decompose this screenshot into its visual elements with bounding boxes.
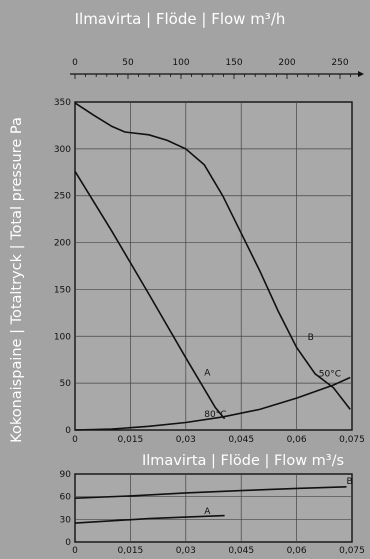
main-plot-frame (74, 101, 353, 431)
sub-y-tick-label: 0 (65, 538, 71, 548)
sub-x-tick-label: 0,06 (287, 546, 307, 556)
main-series-b-line (74, 102, 351, 410)
main-y-tick-label: 350 (54, 98, 71, 108)
main-x-tick-label: 0 (72, 435, 78, 445)
y-axis-title: Kokonaispaine | Totaltryck | Total press… (9, 117, 25, 443)
main-y-tick-label: 150 (54, 285, 71, 295)
x-axis-title: Ilmavirta | Flöde | Flow m³/s (142, 453, 344, 469)
main-x-tick-label: 0,03 (176, 435, 196, 445)
main-annotation-50-c: 50°C (319, 370, 341, 380)
pressure-flow-chart: 0 0,015 0,03 0,045 0,06 0,075 0 50 100 150 200 250 3… (54, 98, 365, 445)
power-flow-chart: 0 0,015 0,03 0,045 0,06 0,075 0 30 60 90 B A (60, 470, 365, 556)
top-axis-tick-label: 200 (278, 58, 295, 68)
sub-series-a-line (74, 514, 225, 524)
sub-y-tick-label: 60 (60, 493, 72, 503)
sub-series-b-line (74, 486, 347, 499)
main-series-system-line (74, 376, 351, 431)
top-axis-arrow-icon (358, 71, 364, 77)
main-y-tick-label: 250 (54, 192, 71, 202)
top-axis-tick-label: 0 (72, 58, 78, 68)
sub-annotation-b: B (346, 477, 352, 487)
main-y-tick-label: 50 (60, 379, 72, 389)
sub-y-tick-label: 30 (60, 515, 72, 525)
sub-plot-frame (74, 473, 353, 543)
top-flow-axis: 0 50 100 150 200 250 (70, 58, 364, 79)
main-x-tick-label: 0,015 (118, 435, 144, 445)
sub-x-tick-label: 0,075 (339, 546, 365, 556)
sub-annotation-a: A (204, 507, 211, 517)
sub-y-tick-label: 90 (60, 470, 72, 480)
main-x-tick-label: 0,045 (228, 435, 254, 445)
top-axis-tick-label: 250 (331, 58, 348, 68)
main-x-tick-label: 0,06 (287, 435, 307, 445)
sub-x-tick-label: 0,03 (176, 546, 196, 556)
sub-x-tick-label: 0,045 (228, 546, 254, 556)
sub-x-tick-label: 0 (72, 546, 78, 556)
main-y-tick-label: 200 (54, 239, 71, 249)
main-annotation-b: B (308, 333, 314, 343)
main-y-tick-label: 100 (54, 332, 71, 342)
main-y-tick-label: 300 (54, 145, 71, 155)
top-axis-tick-label: 150 (225, 58, 242, 68)
main-x-tick-label: 0,075 (339, 435, 365, 445)
main-annotation-a: A (204, 369, 211, 379)
top-axis-tick-label: 100 (172, 58, 189, 68)
top-axis-tick-label: 50 (122, 58, 134, 68)
main-annotation-80-c: 80°C (204, 410, 226, 420)
sub-x-tick-label: 0,015 (118, 546, 144, 556)
top-axis-title: Ilmavirta | Flöde | Flow m³/h (75, 10, 286, 28)
main-y-tick-label: 0 (65, 426, 71, 436)
main-series-a-line (74, 170, 226, 420)
